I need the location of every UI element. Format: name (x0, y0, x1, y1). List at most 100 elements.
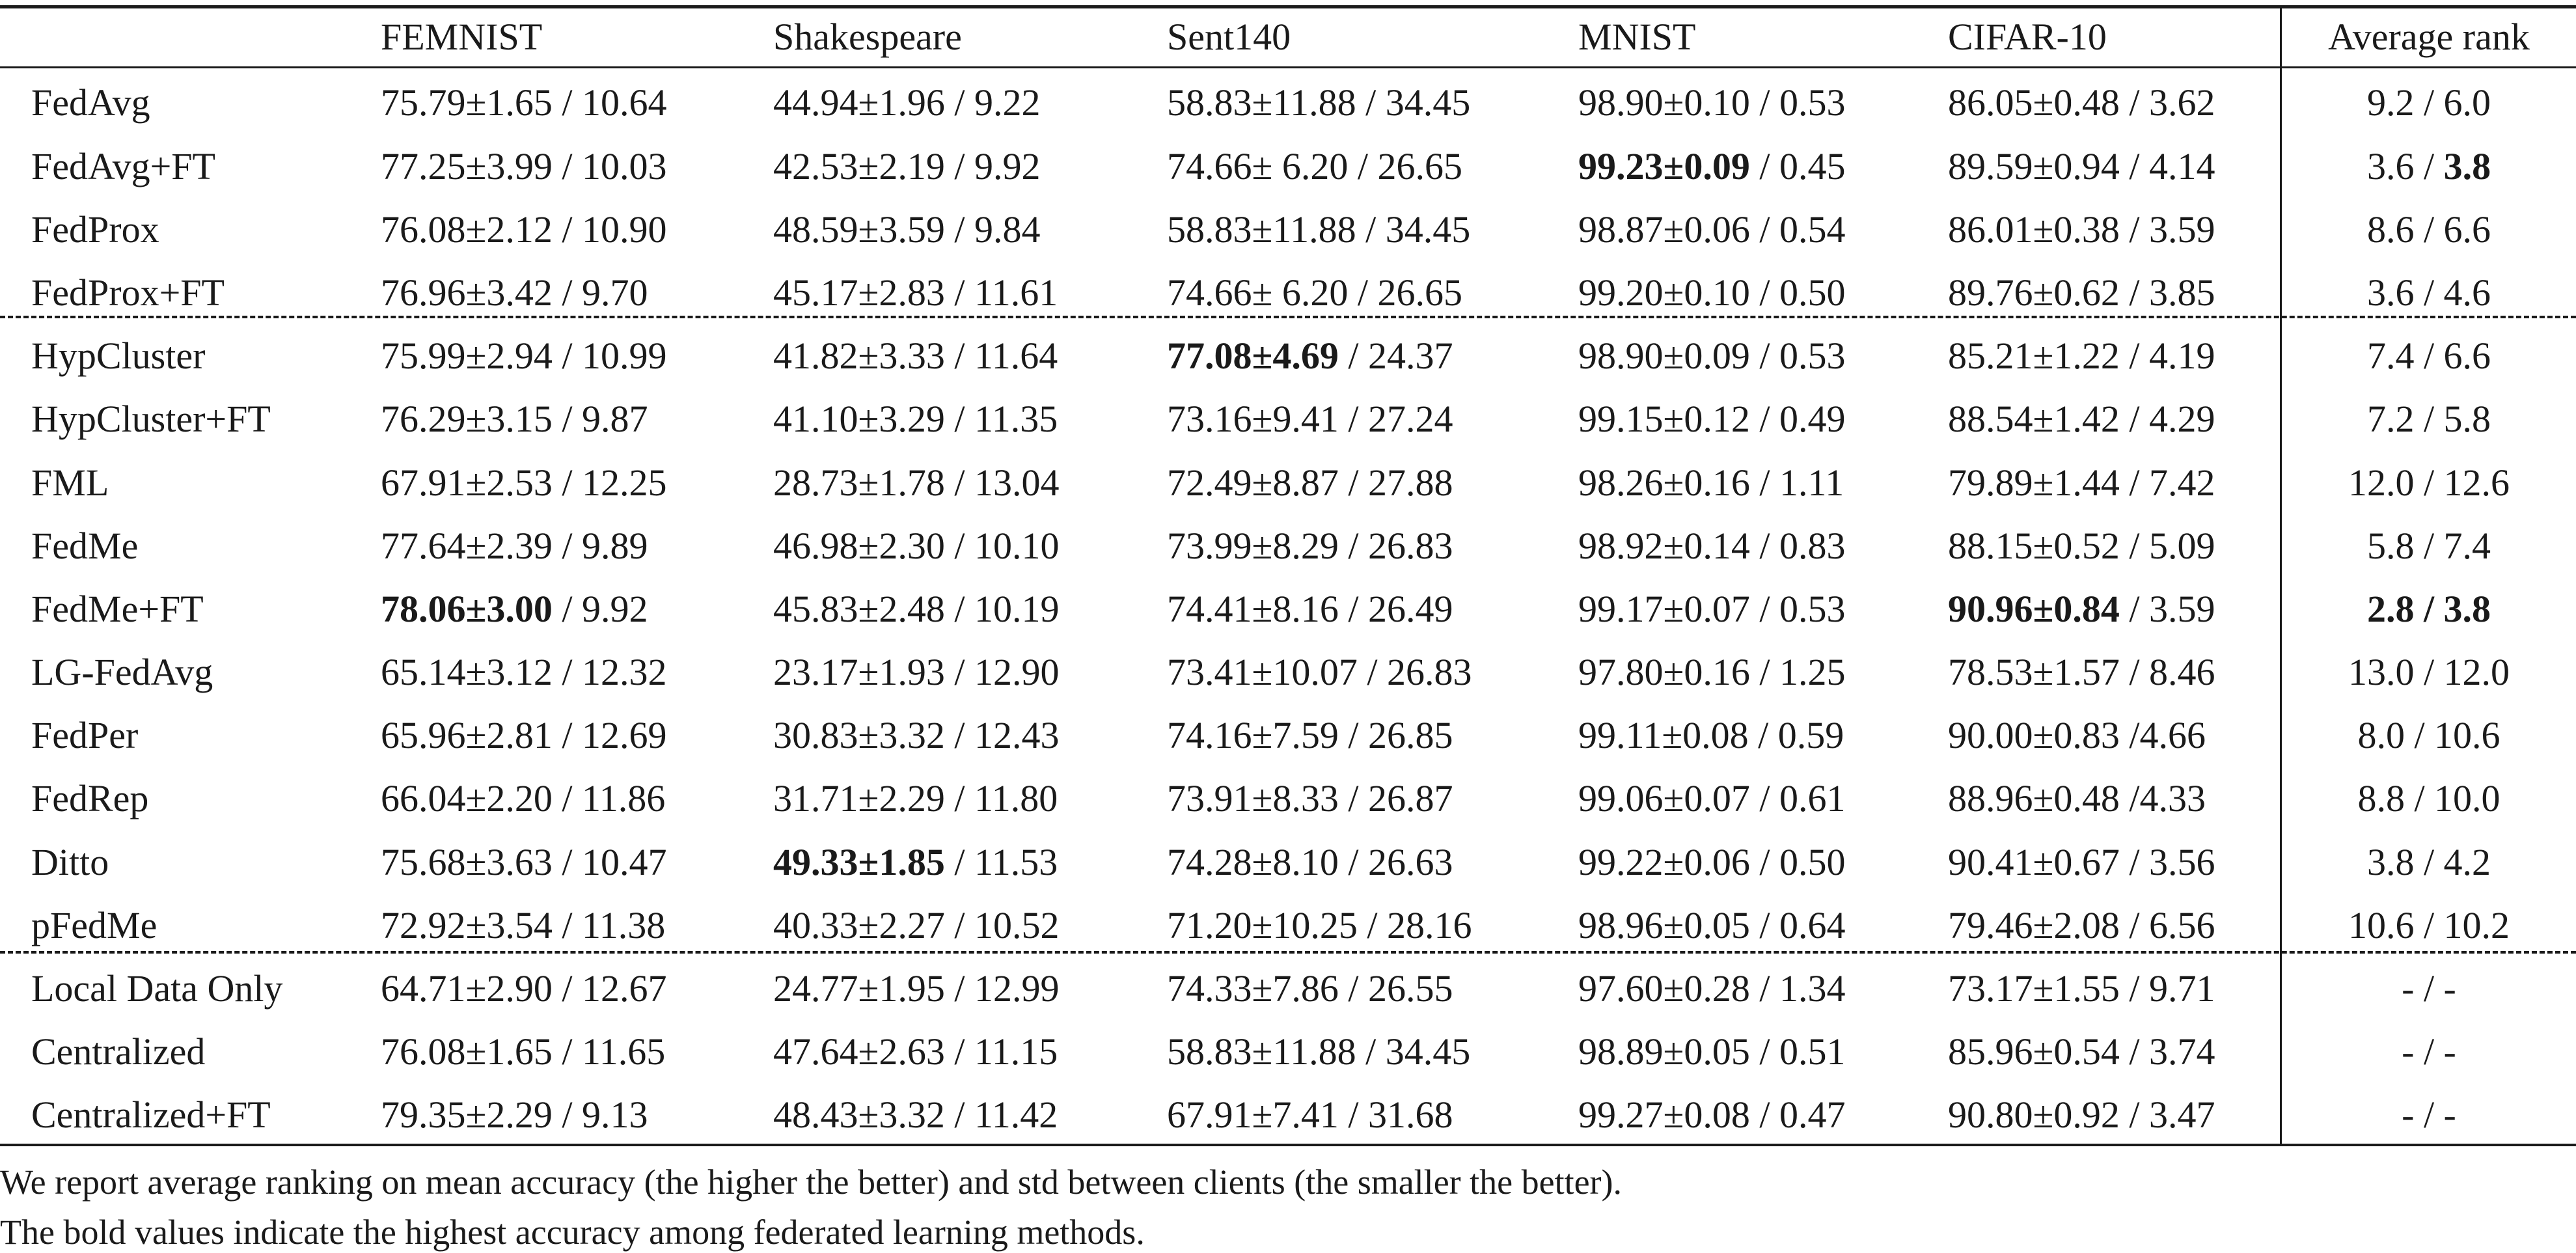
header-femnist: FEMNIST (381, 16, 543, 58)
cell-cifar10: 79.89±1.44 / 7.42 (1948, 461, 2215, 504)
cell-femnist: 65.96±2.81 / 12.69 (381, 714, 667, 756)
cell-shakespeare: 24.77±1.95 / 12.99 (773, 967, 1060, 1010)
method-name: FedAvg+FT (31, 145, 215, 187)
cell-sent140: 74.66± 6.20 / 26.65 (1167, 145, 1462, 187)
cell-mnist: 99.20±0.10 / 0.50 (1578, 271, 1846, 314)
cell-sent140: 73.91±8.33 / 26.87 (1167, 777, 1453, 819)
cell-sent140: 74.33±7.86 / 26.55 (1167, 967, 1453, 1010)
cell-mnist: 99.23±0.09 / 0.45 (1578, 145, 1846, 187)
bottom-rule (0, 1144, 2576, 1146)
cell-shakespeare: 48.43±3.32 / 11.42 (773, 1094, 1058, 1136)
cell-average-rank: - / - (2402, 1094, 2456, 1136)
cell-shakespeare: 42.53±2.19 / 9.92 (773, 145, 1041, 187)
cell-femnist: 67.91±2.53 / 12.25 (381, 461, 667, 504)
cell-cifar10: 88.54±1.42 / 4.29 (1948, 398, 2215, 440)
cell-cifar10: 88.15±0.52 / 5.09 (1948, 525, 2215, 567)
method-name: FedPer (31, 714, 139, 756)
cell-femnist: 76.08±2.12 / 10.90 (381, 208, 667, 251)
cell-mnist: 98.90±0.10 / 0.53 (1578, 81, 1846, 124)
cell-shakespeare: 47.64±2.63 / 11.15 (773, 1030, 1058, 1073)
cell-average-rank: 8.6 / 6.6 (2366, 208, 2491, 251)
cell-average-rank: 13.0 / 12.0 (2348, 651, 2510, 693)
cell-shakespeare: 30.83±3.32 / 12.43 (773, 714, 1060, 756)
method-name: FedMe+FT (31, 588, 204, 630)
cell-mnist: 98.92±0.14 / 0.83 (1578, 525, 1846, 567)
cell-femnist: 75.99±2.94 / 10.99 (381, 335, 667, 377)
cell-cifar10: 85.21±1.22 / 4.19 (1948, 335, 2215, 377)
method-name: HypCluster+FT (31, 398, 271, 440)
cell-shakespeare: 44.94±1.96 / 9.22 (773, 81, 1041, 124)
cell-cifar10: 85.96±0.54 / 3.74 (1948, 1030, 2215, 1073)
method-name: FML (31, 461, 109, 504)
header-sent140: Sent140 (1167, 16, 1291, 58)
cell-mnist: 97.60±0.28 / 1.34 (1578, 967, 1846, 1010)
method-name: Ditto (31, 841, 109, 883)
cell-sent140: 72.49±8.87 / 27.88 (1167, 461, 1453, 504)
header-cifar10: CIFAR-10 (1948, 16, 2107, 58)
method-name: FedRep (31, 777, 149, 819)
cell-sent140: 74.66± 6.20 / 26.65 (1167, 271, 1462, 314)
cell-average-rank: 12.0 / 12.6 (2348, 461, 2510, 504)
cell-mnist: 99.06±0.07 / 0.61 (1578, 777, 1846, 819)
cell-sent140: 74.16±7.59 / 26.85 (1167, 714, 1453, 756)
cell-sent140: 58.83±11.88 / 34.45 (1167, 81, 1471, 124)
cell-shakespeare: 46.98±2.30 / 10.10 (773, 525, 1060, 567)
cell-average-rank: 8.0 / 10.6 (2357, 714, 2501, 756)
cell-mnist: 98.90±0.09 / 0.53 (1578, 335, 1846, 377)
table-note-bold: The bold values indicate the highest acc… (0, 1213, 1145, 1252)
cell-femnist: 75.79±1.65 / 10.64 (381, 81, 667, 124)
cell-sent140: 77.08±4.69 / 24.37 (1167, 335, 1453, 377)
cell-cifar10: 89.76±0.62 / 3.85 (1948, 271, 2215, 314)
cell-cifar10: 90.96±0.84 / 3.59 (1948, 588, 2215, 630)
cell-mnist: 98.89±0.05 / 0.51 (1578, 1030, 1846, 1073)
cell-shakespeare: 45.83±2.48 / 10.19 (773, 588, 1060, 630)
cell-cifar10: 90.00±0.83 /4.66 (1948, 714, 2206, 756)
cell-femnist: 79.35±2.29 / 9.13 (381, 1094, 648, 1136)
cell-femnist: 66.04±2.20 / 11.86 (381, 777, 666, 819)
cell-shakespeare: 40.33±2.27 / 10.52 (773, 904, 1060, 946)
cell-femnist: 77.64±2.39 / 9.89 (381, 525, 648, 567)
cell-femnist: 76.29±3.15 / 9.87 (381, 398, 648, 440)
cell-cifar10: 88.96±0.48 /4.33 (1948, 777, 2206, 819)
cell-shakespeare: 45.17±2.83 / 11.61 (773, 271, 1058, 314)
cell-average-rank: 3.8 / 4.2 (2366, 841, 2491, 883)
cell-cifar10: 78.53±1.57 / 8.46 (1948, 651, 2215, 693)
cell-cifar10: 73.17±1.55 / 9.71 (1948, 967, 2215, 1010)
cell-sent140: 67.91±7.41 / 31.68 (1167, 1094, 1453, 1136)
cell-femnist: 65.14±3.12 / 12.32 (381, 651, 667, 693)
cell-shakespeare: 49.33±1.85 / 11.53 (773, 841, 1058, 883)
cell-femnist: 72.92±3.54 / 11.38 (381, 904, 666, 946)
cell-femnist: 76.08±1.65 / 11.65 (381, 1030, 666, 1073)
cell-cifar10: 90.80±0.92 / 3.47 (1948, 1094, 2215, 1136)
method-name: HypCluster (31, 335, 206, 377)
cell-sent140: 58.83±11.88 / 34.45 (1167, 1030, 1471, 1073)
cell-sent140: 73.99±8.29 / 26.83 (1167, 525, 1453, 567)
cell-sent140: 58.83±11.88 / 34.45 (1167, 208, 1471, 251)
cell-average-rank: - / - (2402, 1030, 2456, 1073)
cell-average-rank: 3.6 / 3.8 (2366, 145, 2491, 187)
method-name: Centralized (31, 1030, 206, 1073)
cell-sent140: 71.20±10.25 / 28.16 (1167, 904, 1472, 946)
cell-femnist: 64.71±2.90 / 12.67 (381, 967, 667, 1010)
cell-mnist: 98.87±0.06 / 0.54 (1578, 208, 1846, 251)
cell-cifar10: 90.41±0.67 / 3.56 (1948, 841, 2215, 883)
cell-average-rank: 8.8 / 10.0 (2357, 777, 2501, 819)
cell-cifar10: 89.59±0.94 / 4.14 (1948, 145, 2215, 187)
cell-cifar10: 86.01±0.38 / 3.59 (1948, 208, 2215, 251)
cell-femnist: 78.06±3.00 / 9.92 (381, 588, 648, 630)
method-name: Centralized+FT (31, 1094, 271, 1136)
cell-femnist: 76.96±3.42 / 9.70 (381, 271, 648, 314)
cell-shakespeare: 41.10±3.29 / 11.35 (773, 398, 1058, 440)
method-name: pFedMe (31, 904, 158, 946)
header-mnist: MNIST (1578, 16, 1696, 58)
header-shakespeare: Shakespeare (773, 16, 962, 58)
cell-mnist: 99.17±0.07 / 0.53 (1578, 588, 1846, 630)
cell-sent140: 74.28±8.10 / 26.63 (1167, 841, 1453, 883)
cell-shakespeare: 41.82±3.33 / 11.64 (773, 335, 1058, 377)
cell-shakespeare: 23.17±1.93 / 12.90 (773, 651, 1060, 693)
cell-cifar10: 79.46±2.08 / 6.56 (1948, 904, 2215, 946)
method-name: Local Data Only (31, 967, 283, 1010)
group-separator-1 (0, 316, 2576, 318)
cell-mnist: 99.11±0.08 / 0.59 (1578, 714, 1844, 756)
method-name: FedProx (31, 208, 159, 251)
